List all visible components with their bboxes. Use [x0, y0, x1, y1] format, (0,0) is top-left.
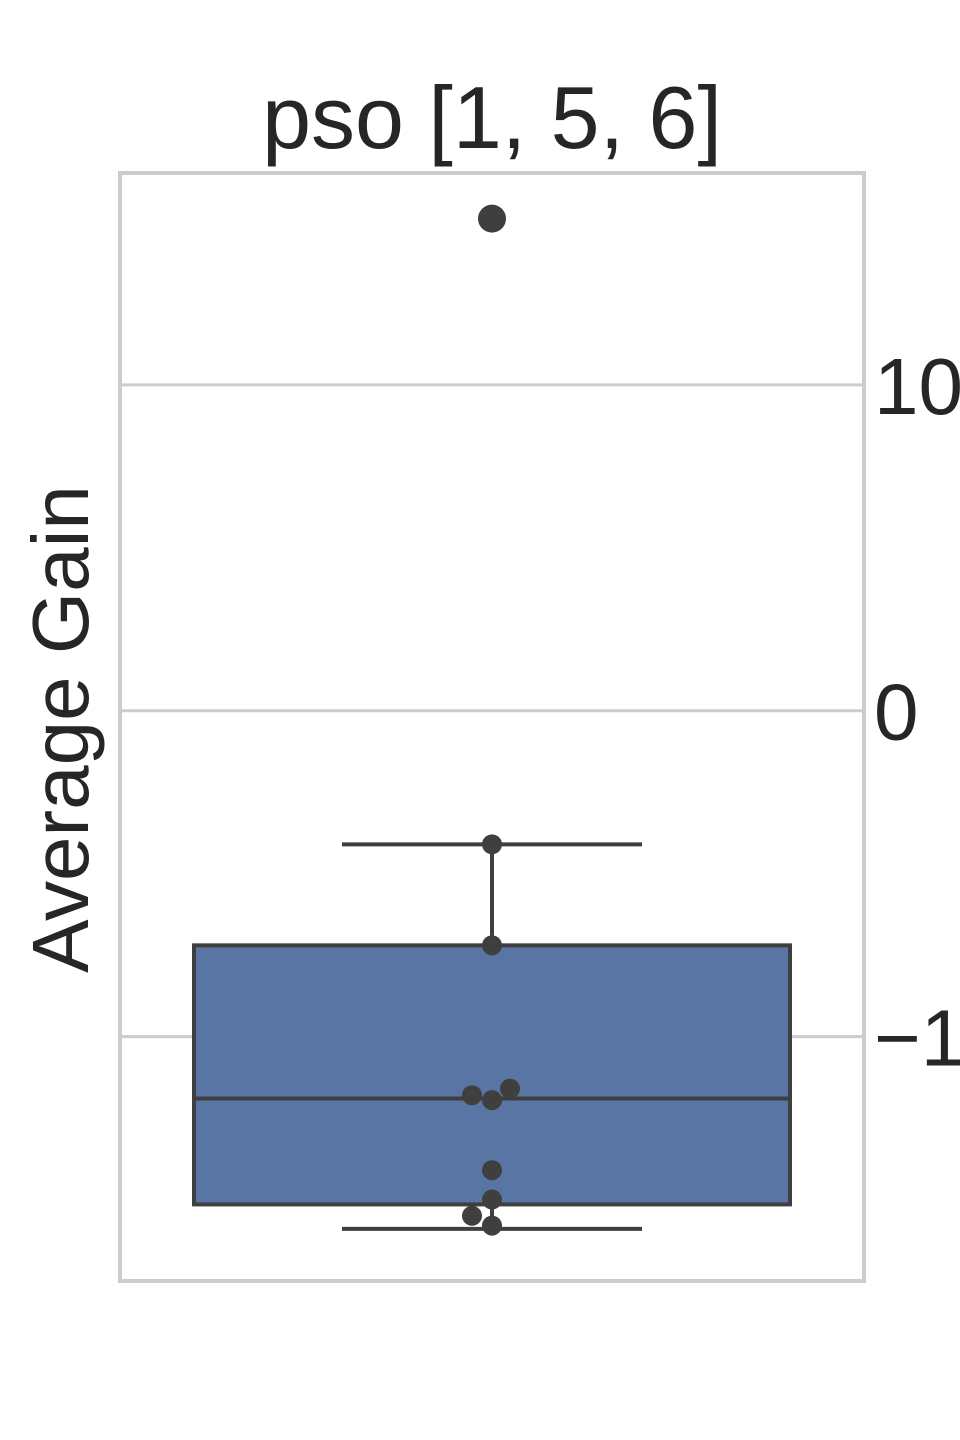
y-tick-label: 10	[874, 342, 960, 431]
y-axis-label: Average Gain	[16, 485, 105, 973]
data-point	[482, 935, 502, 956]
data-point	[482, 1189, 502, 1210]
plot-frame	[118, 171, 866, 1283]
data-point	[462, 1085, 482, 1106]
data-point	[462, 1205, 482, 1226]
outlier-point	[478, 204, 506, 233]
data-point	[482, 1215, 502, 1236]
data-point	[482, 834, 502, 855]
y-tick-label: 0	[874, 668, 919, 757]
data-point	[482, 1090, 502, 1111]
data-point	[500, 1078, 520, 1099]
chart-title: pso [1, 5, 6]	[262, 68, 722, 167]
data-point	[482, 1160, 502, 1181]
y-tick-label: −10	[874, 994, 960, 1083]
